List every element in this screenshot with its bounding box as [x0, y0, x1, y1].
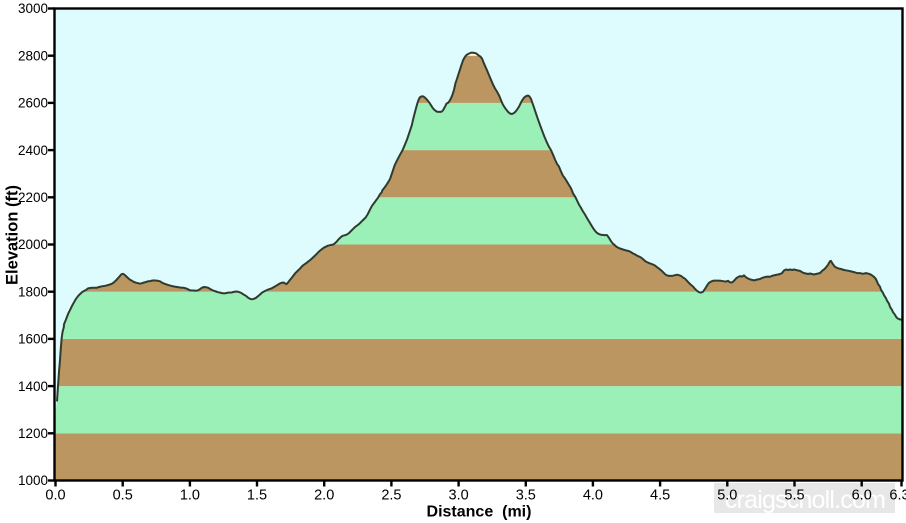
- svg-text:1400: 1400: [18, 379, 48, 394]
- svg-text:1800: 1800: [18, 284, 48, 299]
- svg-text:2800: 2800: [18, 48, 48, 63]
- svg-text:2.5: 2.5: [381, 488, 401, 504]
- svg-text:5.0: 5.0: [717, 488, 737, 504]
- svg-text:1.5: 1.5: [247, 488, 267, 504]
- svg-text:3000: 3000: [18, 1, 48, 16]
- svg-text:2200: 2200: [18, 190, 48, 205]
- svg-text:craigscholl.com: craigscholl.com: [725, 486, 885, 514]
- svg-text:0.5: 0.5: [113, 488, 133, 504]
- svg-text:2.0: 2.0: [314, 488, 334, 504]
- svg-text:6.0: 6.0: [852, 488, 872, 504]
- svg-text:1600: 1600: [18, 332, 48, 347]
- svg-text:Distance (mi): Distance (mi): [427, 504, 532, 521]
- svg-text:4.0: 4.0: [583, 488, 603, 504]
- svg-text:2400: 2400: [18, 143, 48, 158]
- svg-text:3.5: 3.5: [516, 488, 536, 504]
- svg-text:6.3: 6.3: [889, 488, 906, 504]
- svg-text:1.0: 1.0: [180, 488, 200, 504]
- svg-text:2600: 2600: [18, 96, 48, 111]
- svg-text:Elevation (ft): Elevation (ft): [4, 185, 22, 285]
- svg-text:1200: 1200: [18, 426, 48, 441]
- svg-text:2000: 2000: [18, 237, 48, 252]
- svg-text:0.0: 0.0: [45, 488, 65, 504]
- svg-text:4.5: 4.5: [650, 488, 670, 504]
- svg-text:5.5: 5.5: [784, 488, 804, 504]
- svg-text:3.0: 3.0: [449, 488, 469, 504]
- svg-text:1000: 1000: [18, 473, 48, 488]
